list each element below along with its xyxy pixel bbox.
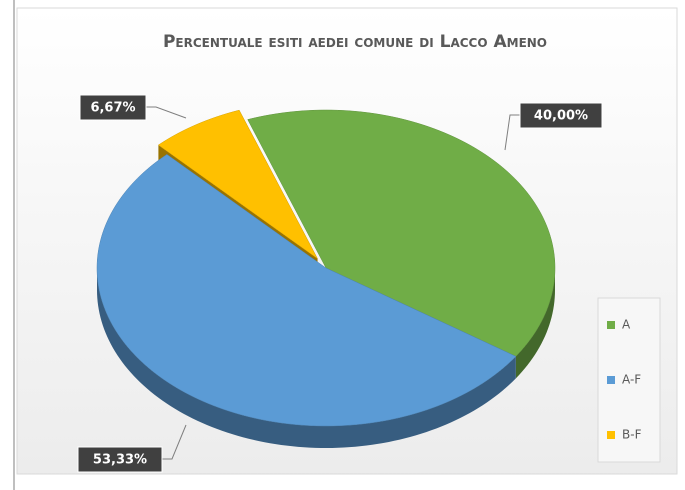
slice-top [157, 109, 318, 259]
leader-line [162, 424, 187, 460]
leader-line [146, 106, 187, 119]
legend-label: B-F [622, 428, 642, 442]
leader-line [504, 114, 520, 151]
data-label: 40,00% [534, 109, 588, 124]
pie-slice [96, 154, 517, 448]
chart-title: Percentuale esiti aedei comune di Lacco … [163, 32, 547, 52]
legend-swatch [607, 321, 615, 329]
slice-top [247, 109, 556, 357]
pie-slice [247, 109, 556, 379]
slice-side [515, 268, 555, 379]
pie [96, 109, 556, 448]
legend-label: A [622, 318, 631, 332]
data-label: 53,33% [93, 453, 147, 468]
data-label: 6,67% [90, 101, 135, 116]
slice-top [96, 154, 517, 427]
data-label-box [519, 102, 603, 129]
slice-side [97, 268, 516, 448]
legend-label: A-F [622, 373, 641, 387]
data-labels: 40,00% 53,33% 6,67% [77, 94, 603, 473]
legend: A A-F B-F [607, 318, 642, 442]
legend-swatch [607, 376, 615, 384]
data-label-box [79, 94, 147, 121]
data-label-box [77, 446, 163, 473]
legend-swatch [607, 431, 615, 439]
